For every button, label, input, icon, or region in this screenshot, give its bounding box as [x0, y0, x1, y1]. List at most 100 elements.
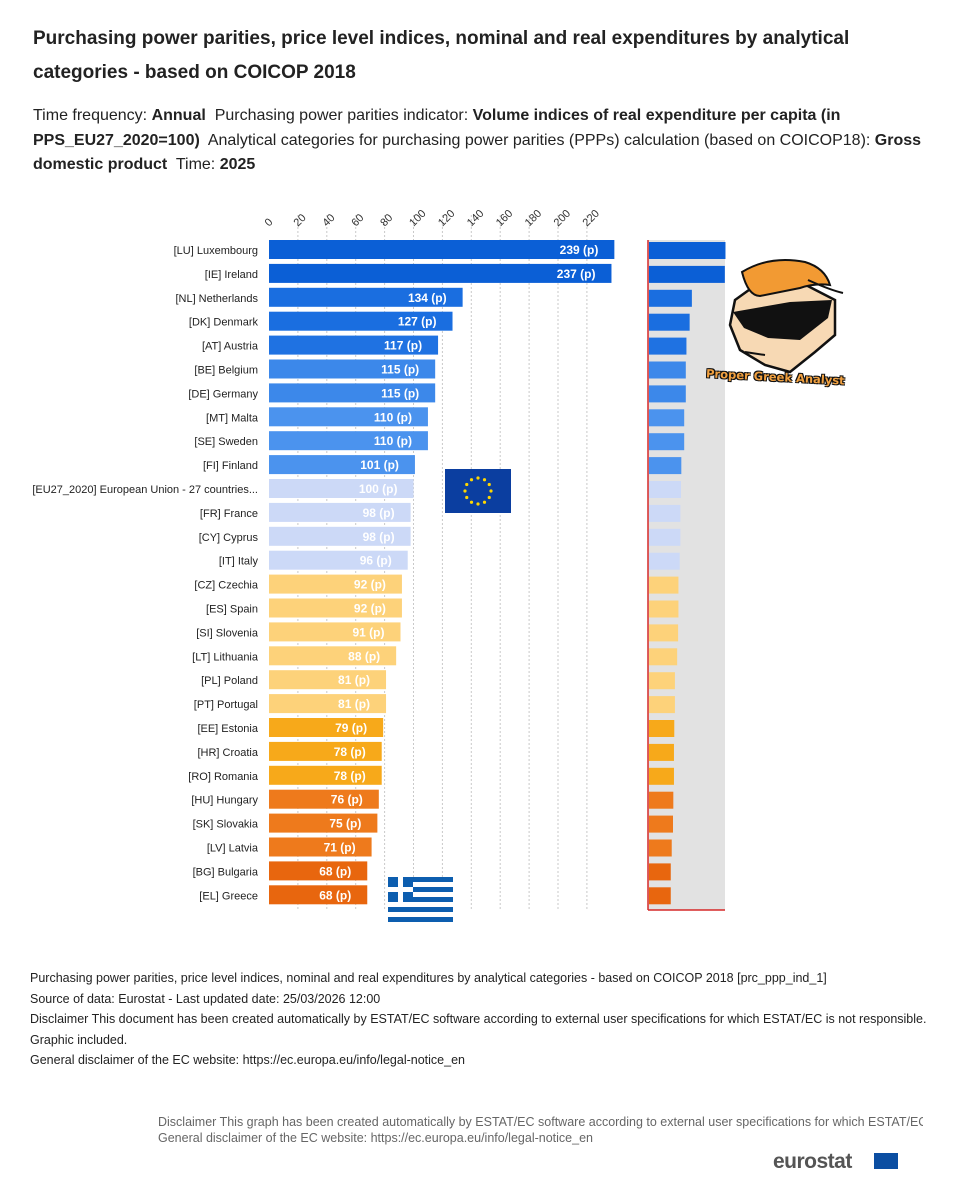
- category-label: [PT] Portugal: [194, 699, 258, 711]
- category-label: [EE] Estonia: [197, 723, 258, 735]
- data-label: 239 (p): [560, 243, 599, 257]
- data-label: 96 (p): [360, 554, 392, 568]
- minimap-bar: [649, 289, 692, 307]
- footer-line: General disclaimer of the EC website: ht…: [30, 1053, 465, 1067]
- bar: [269, 789, 379, 809]
- data-label: 92 (p): [354, 602, 386, 616]
- data-label: 134 (p): [408, 291, 447, 305]
- minimap-bar: [649, 481, 681, 498]
- data-label: 78 (p): [334, 745, 366, 759]
- eu-star: [487, 482, 491, 487]
- category-label: [NL] Netherlands: [175, 293, 258, 305]
- data-label: 81 (p): [338, 697, 370, 711]
- minimap-bar: [649, 242, 726, 259]
- category-label: [AT] Austria: [202, 341, 259, 353]
- data-label: 78 (p): [334, 769, 366, 783]
- analyst-cartoon-icon: [728, 259, 844, 374]
- data-label: 110 (p): [374, 410, 412, 424]
- bar: [269, 861, 368, 881]
- x-tick-label: 220: [581, 208, 602, 229]
- category-label: [EL] Greece: [199, 890, 258, 902]
- chart-title: Purchasing power parities, price level i…: [33, 28, 850, 83]
- minimap-bar: [649, 409, 685, 427]
- x-tick-label: 0: [263, 216, 276, 229]
- minimap-bar: [649, 313, 690, 331]
- minimap-bar: [649, 504, 681, 522]
- data-label: 71 (p): [324, 841, 356, 855]
- category-label: [SK] Slovakia: [193, 819, 259, 831]
- category-label: [IT] Italy: [219, 556, 259, 568]
- category-label: [SI] Slovenia: [196, 627, 259, 639]
- graph-disclaimer: Disclaimer This graph has been created a…: [158, 1114, 923, 1146]
- data-label: 101 (p): [360, 458, 399, 472]
- filter-label: Time:: [175, 156, 216, 173]
- x-tick-label: 80: [378, 212, 395, 229]
- bar: [269, 383, 436, 403]
- data-label: 79 (p): [335, 721, 367, 735]
- category-label: [CZ] Czechia: [194, 580, 258, 592]
- category-label: [EU27_2020] European Union - 27 countrie…: [32, 484, 258, 496]
- category-label: [HU] Hungary: [191, 795, 258, 807]
- data-label: 115 (p): [381, 363, 419, 377]
- data-label: 117 (p): [384, 339, 422, 353]
- x-tick-label: 100: [407, 208, 428, 229]
- bar: [269, 311, 453, 331]
- minimap-bar: [649, 672, 675, 690]
- minimap-bar: [649, 552, 680, 570]
- category-label: [BE] Belgium: [194, 365, 258, 377]
- data-label: 98 (p): [363, 506, 395, 520]
- bar: [269, 526, 411, 546]
- disclaimer-line: General disclaimer of the EC website: ht…: [158, 1131, 593, 1145]
- category-label: [DE] Germany: [188, 388, 258, 400]
- eu-logo-flag-icon: [874, 1153, 898, 1169]
- category-label: [LT] Lithuania: [192, 651, 259, 663]
- minimap-bar: [649, 385, 686, 403]
- category-label: [MT] Malta: [206, 412, 259, 424]
- bar: [269, 407, 428, 427]
- bar: [269, 765, 382, 785]
- eu-star: [476, 476, 480, 480]
- x-tick-label: 120: [436, 208, 457, 229]
- bar: [269, 598, 402, 618]
- x-tick-label: 40: [320, 212, 337, 229]
- category-label: [LU] Luxembourg: [174, 245, 258, 257]
- x-tick-label: 20: [292, 212, 309, 229]
- bar: [269, 240, 615, 259]
- x-tick-label: 60: [349, 212, 366, 229]
- category-label: [SE] Sweden: [194, 436, 258, 448]
- minimap: [647, 240, 726, 911]
- minimap-bar: [649, 767, 674, 785]
- filter-label: Analytical categories for purchasing pow…: [207, 131, 871, 149]
- minimap-bar: [649, 887, 671, 905]
- minimap-bar: [649, 457, 682, 475]
- minimap-bar: [649, 696, 675, 714]
- data-label: 91 (p): [352, 625, 384, 639]
- data-label: 110 (p): [374, 434, 412, 448]
- eu-star: [482, 500, 487, 504]
- eu-star: [476, 502, 480, 506]
- minimap-bar: [649, 791, 674, 809]
- category-label: [HR] Croatia: [197, 747, 258, 759]
- minimap-bar: [649, 528, 681, 546]
- minimap-bar: [649, 743, 674, 761]
- bar: [269, 502, 411, 522]
- filter-value: 2025: [219, 156, 256, 173]
- eurostat-logo[interactable]: eurostat: [773, 1150, 852, 1173]
- bar: [269, 694, 387, 714]
- bar: [269, 359, 436, 379]
- filter-label: Time frequency:: [33, 107, 148, 124]
- data-label: 68 (p): [319, 888, 351, 902]
- eu-star: [469, 500, 474, 504]
- chart-filters: Time frequency: Annual Purchasing power …: [33, 104, 933, 178]
- data-label: 81 (p): [338, 673, 370, 687]
- x-tick-label: 140: [465, 208, 486, 229]
- data-label: 75 (p): [329, 817, 361, 831]
- minimap-bar: [649, 337, 687, 355]
- bar: [269, 479, 414, 498]
- data-label: 115 (p): [381, 386, 419, 400]
- footer-line: Purchasing power parities, price level i…: [30, 971, 827, 985]
- bar: [269, 431, 428, 451]
- bar: [269, 741, 382, 761]
- data-label: 100 (p): [359, 482, 398, 496]
- footer-notes: Purchasing power parities, price level i…: [30, 968, 930, 1071]
